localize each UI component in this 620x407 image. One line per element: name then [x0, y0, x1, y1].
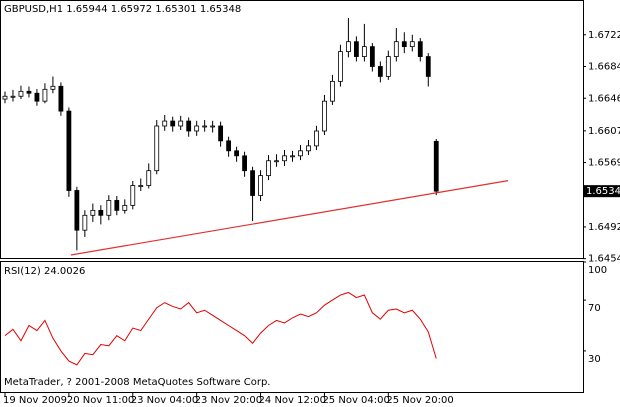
candle-body [274, 160, 279, 163]
candle-body [417, 41, 423, 57]
candle-body [10, 95, 16, 98]
y-tick-label: 100 [588, 265, 607, 276]
candle-body [322, 100, 327, 132]
candle-body [170, 120, 176, 127]
candle-body [146, 170, 152, 186]
candle-body [130, 185, 136, 206]
copyright: MetaTrader, ? 2001-2008 MetaQuotes Softw… [4, 377, 270, 388]
chart-title: GBPUSD,H1 1.65944 1.65972 1.65301 1.6534… [4, 4, 241, 15]
candle-body [290, 155, 295, 158]
x-tick-label: 19 Nov 2009 [3, 395, 67, 406]
x-tick-label: 25 Nov 20:00 [386, 395, 453, 406]
x-tick-label: 23 Nov 20:00 [195, 395, 262, 406]
x-tick-label: 24 Nov 12:00 [259, 395, 326, 406]
y-tick-label: 30 [588, 354, 601, 365]
candle-body [178, 120, 184, 127]
y-tick-label: 1.65690 [588, 158, 620, 169]
candle-body [401, 41, 407, 48]
candle-body [282, 155, 287, 162]
candle-body [234, 150, 239, 157]
candle-body [202, 125, 208, 128]
candle-body [74, 190, 80, 231]
candle-body [298, 150, 303, 157]
candle-body [114, 200, 120, 211]
candle-body [66, 110, 72, 191]
candle-body [226, 140, 232, 152]
x-tick-label: 25 Nov 04:00 [322, 395, 389, 406]
candle-body [266, 160, 271, 177]
candle-body [98, 209, 104, 216]
price-panel [0, 0, 584, 259]
candle-body [377, 66, 383, 77]
candle-body [26, 90, 32, 94]
last-price-label: 1.65348 [586, 186, 620, 197]
candle-body [218, 125, 224, 142]
trendline [70, 180, 509, 256]
candle-body [90, 209, 96, 216]
candle-body [210, 125, 216, 128]
candle-body [162, 120, 168, 127]
x-tick-label: 23 Nov 04:00 [131, 395, 198, 406]
candle-body [353, 41, 359, 57]
candle-body [18, 90, 24, 97]
y-tick-label: 1.67220 [588, 30, 620, 41]
candle-body [122, 204, 128, 211]
candle-body [34, 92, 40, 102]
candle-body [330, 80, 335, 102]
candle-body [409, 41, 415, 48]
candle-body [106, 200, 112, 216]
candle-body [186, 120, 192, 132]
y-tick-label: 1.66460 [588, 93, 620, 104]
candle-body [258, 175, 263, 196]
candle-body [314, 130, 319, 147]
candle-body [306, 145, 311, 152]
candle-body [385, 56, 391, 77]
candle-body [338, 51, 343, 82]
last-price-box [584, 185, 620, 198]
candle-body [194, 125, 200, 132]
y-tick-label: 1.66070 [588, 126, 620, 137]
candle-body [82, 214, 88, 231]
candle-body [369, 46, 375, 67]
y-tick-label: 70 [588, 303, 601, 314]
candle-body [346, 41, 351, 53]
candle-body [433, 140, 439, 192]
y-tick-label: 1.64540 [588, 254, 620, 265]
x-tick-label: 20 Nov 11:00 [67, 395, 134, 406]
candle-body [250, 170, 255, 196]
candle-body [242, 155, 247, 172]
candle-body [42, 88, 48, 102]
candle-body [425, 56, 431, 77]
candle-body [50, 85, 56, 90]
candle-body [361, 46, 367, 57]
y-tick-label: 1.64920 [588, 222, 620, 233]
candle-body [393, 41, 399, 57]
candle-body [154, 125, 160, 172]
rsi-line [4, 291, 437, 366]
rsi-title: RSI(12) 24.0026 [4, 266, 85, 277]
candle-body [2, 95, 8, 100]
rsi-panel [0, 261, 584, 393]
candle-body [138, 185, 144, 187]
y-tick-label: 1.66840 [588, 62, 620, 73]
candle-body [58, 85, 64, 112]
